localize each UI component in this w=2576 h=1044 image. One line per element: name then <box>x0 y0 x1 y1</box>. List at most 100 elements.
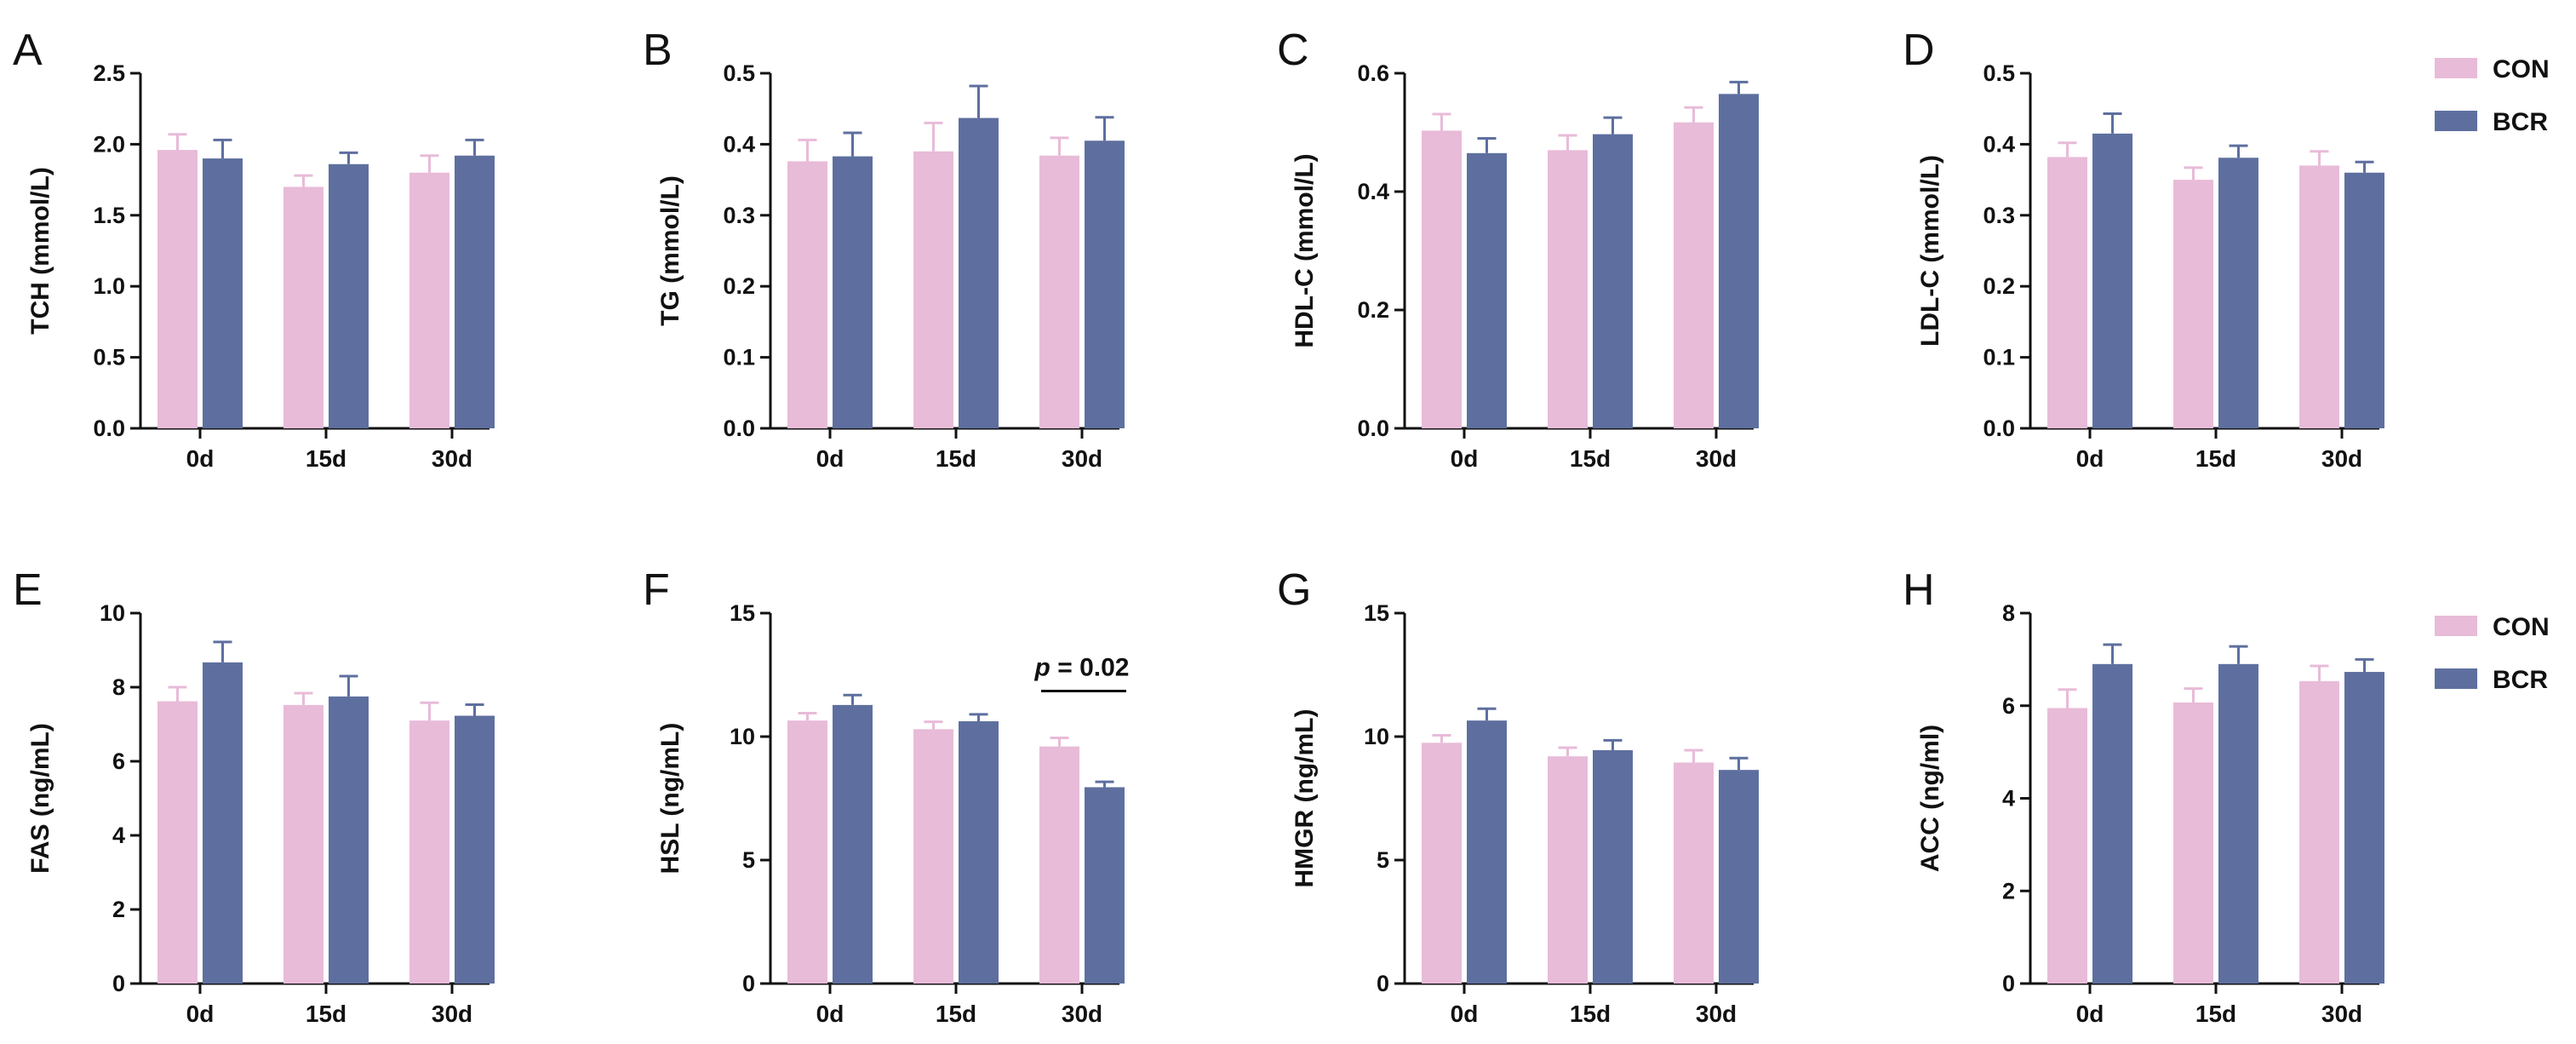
legend-label-bcr: BCR <box>2493 108 2548 136</box>
y-tick-label: 8 <box>112 674 125 700</box>
bar-con-15d <box>1548 150 1588 428</box>
bar-bcr-15d <box>959 118 999 429</box>
bar-con-30d <box>1039 746 1079 984</box>
panel-letter: G <box>1277 565 1311 615</box>
bar-bcr-0d <box>203 662 243 984</box>
bar-bcr-30d <box>1719 94 1759 428</box>
y-axis-label: TCH (mmol/L) <box>26 167 54 335</box>
x-tick-label: 15d <box>2195 445 2236 472</box>
bar-bcr-30d <box>1085 787 1125 984</box>
legend-bottom: CON BCR <box>2435 613 2550 694</box>
bar-con-15d <box>2173 702 2213 984</box>
chart-panel-f: F HSL (ng/mL) 0 5 10 15 0d 15d 30d p = 0.02 <box>643 565 1129 1027</box>
bar-bcr-30d <box>2344 172 2384 428</box>
y-tick-label: 0.4 <box>723 131 755 157</box>
bar-bcr-30d <box>455 715 495 984</box>
x-tick-label: 0d <box>1451 445 1479 472</box>
bar-con-15d <box>913 151 953 429</box>
bar-con-0d <box>2047 708 2087 984</box>
y-tick-label: 1.5 <box>93 203 125 228</box>
bar-bcr-0d <box>2092 133 2132 428</box>
legend-label-con: CON <box>2493 613 2550 641</box>
y-tick-label: 0.3 <box>1983 203 2015 228</box>
x-tick-label: 0d <box>2076 445 2104 472</box>
x-tick-label: 30d <box>432 1001 472 1027</box>
y-tick-label: 2.0 <box>93 131 125 157</box>
panel-letter: F <box>643 565 670 615</box>
bar-con-15d <box>1548 756 1588 984</box>
bar-con-30d <box>2299 165 2339 429</box>
bar-con-0d <box>2047 157 2087 429</box>
chart-panel-h: H ACC (ng/ml) 0 2 4 6 8 0d 15d 30d <box>1903 565 2384 1027</box>
y-tick-label: 10 <box>100 600 125 626</box>
chart-panel-a: A TCH (mmol/L) 0.0 0.5 1.0 1.5 2.0 2.5 0d 15d 30d <box>13 26 495 472</box>
legend-swatch-bcr <box>2435 111 2477 131</box>
bar-bcr-30d <box>455 155 495 428</box>
bar-bcr-15d <box>1593 749 1633 984</box>
panel-letter: C <box>1277 26 1309 75</box>
y-tick-label: 0.4 <box>1357 179 1389 204</box>
significance-label: p = 0.02 <box>1034 653 1130 681</box>
bar-bcr-15d <box>329 696 369 984</box>
x-tick-label: 30d <box>1696 1001 1737 1027</box>
chart-panel-e: E FAS (ng/mL) 0 2 4 6 8 10 0d 15d 30d <box>13 565 495 1027</box>
y-tick-label: 0.2 <box>1983 273 2015 299</box>
x-tick-label: 0d <box>186 1001 215 1027</box>
x-tick-label: 15d <box>306 445 346 472</box>
bar-bcr-15d <box>959 721 999 984</box>
y-axis-label: HDL-C (mmol/L) <box>1291 153 1319 347</box>
bar-con-0d <box>157 701 197 984</box>
y-tick-label: 0.3 <box>723 203 755 228</box>
y-tick-label: 0 <box>2002 971 2015 996</box>
bar-bcr-0d <box>833 156 873 428</box>
y-tick-label: 0.5 <box>93 345 125 370</box>
y-tick-label: 0.0 <box>93 416 125 441</box>
bar-con-0d <box>787 161 827 428</box>
y-tick-label: 1.0 <box>93 273 125 299</box>
bar-bcr-0d <box>2092 663 2132 984</box>
y-tick-label: 0.1 <box>1983 345 2015 370</box>
y-tick-label: 8 <box>2002 600 2015 626</box>
y-tick-label: 0 <box>112 971 125 996</box>
y-tick-label: 10 <box>1364 724 1389 749</box>
panel-letter: H <box>1903 565 1935 615</box>
y-tick-label: 0 <box>742 971 755 996</box>
y-tick-label: 0.0 <box>723 416 755 441</box>
y-tick-label: 0.2 <box>723 273 755 299</box>
y-tick-label: 4 <box>2002 786 2015 812</box>
x-tick-label: 0d <box>1451 1001 1479 1027</box>
bar-bcr-0d <box>1467 720 1507 984</box>
x-tick-label: 30d <box>1062 445 1102 472</box>
x-tick-label: 15d <box>936 1001 976 1027</box>
chart-panel-g: G HMGR (ng/mL) 0 5 10 15 0d 15d 30d <box>1277 565 1759 1027</box>
panel-letter: E <box>13 565 43 615</box>
x-tick-label: 15d <box>2195 1001 2236 1027</box>
y-tick-label: 2 <box>112 897 125 922</box>
y-tick-label: 4 <box>112 823 125 848</box>
bar-con-30d <box>2299 680 2339 984</box>
bar-con-15d <box>913 729 953 984</box>
bar-con-30d <box>1039 155 1079 428</box>
bar-con-30d <box>409 720 449 984</box>
panel-letter: D <box>1903 26 1935 75</box>
x-tick-label: 15d <box>1570 445 1611 472</box>
y-tick-label: 15 <box>1364 600 1389 626</box>
y-tick-label: 0.0 <box>1357 416 1389 441</box>
bar-bcr-0d <box>1467 152 1507 428</box>
bar-con-0d <box>157 150 197 428</box>
y-tick-label: 0.6 <box>1357 60 1389 86</box>
bar-con-0d <box>1422 743 1462 984</box>
y-tick-label: 0.4 <box>1983 131 2015 157</box>
bar-bcr-0d <box>203 158 243 428</box>
x-tick-label: 30d <box>432 445 472 472</box>
y-tick-label: 0.2 <box>1357 297 1389 323</box>
bar-bcr-15d <box>2218 663 2258 984</box>
x-tick-label: 15d <box>1570 1001 1611 1027</box>
x-tick-label: 15d <box>936 445 976 472</box>
y-tick-label: 0.5 <box>1983 60 2015 86</box>
x-tick-label: 0d <box>2076 1001 2104 1027</box>
y-tick-label: 6 <box>112 749 125 774</box>
panel-letter: A <box>13 26 43 75</box>
panel-letter: B <box>643 26 673 75</box>
